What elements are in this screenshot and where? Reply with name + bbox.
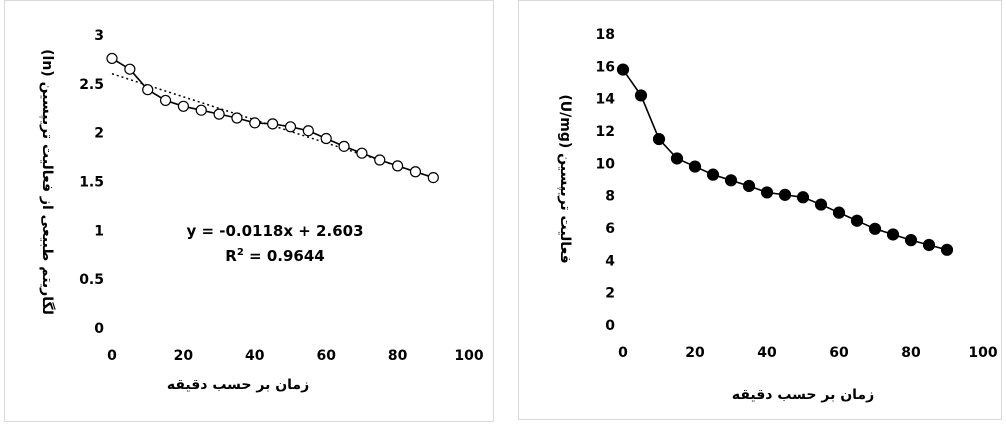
data-point	[832, 206, 846, 219]
data-point	[904, 234, 918, 247]
y-tick-label: 2	[94, 126, 104, 142]
data-point	[374, 154, 386, 166]
x-tick-label: 80	[901, 345, 921, 361]
data-point	[409, 166, 422, 178]
y-tick-label: 2	[605, 286, 615, 302]
data-point	[724, 174, 738, 187]
y-tick-label: 10	[596, 156, 616, 172]
y-tick-label: 6	[605, 221, 615, 237]
data-point	[922, 238, 936, 252]
data-point	[124, 63, 136, 75]
x-tick-label: 40	[245, 348, 265, 364]
trendline-r-squared: R2 = 0.9644	[225, 247, 324, 265]
data-point	[634, 89, 648, 102]
data-point	[850, 214, 864, 227]
r2-superscript: 2	[237, 247, 244, 258]
trendline-equation: y = -0.0118x + 2.603	[186, 222, 363, 240]
y-tick-label: 0.5	[79, 272, 104, 288]
y-tick-label: 0	[605, 318, 615, 334]
y-axis-title: لگاریتم طبیعی از فعالیت تریپسین (ln)	[39, 49, 56, 315]
chart-ln-activity: y = -0.0118x + 2.603 R2 = 0.9644 زمان بر…	[39, 28, 484, 393]
x-tick-label: 80	[388, 348, 408, 364]
data-point	[177, 100, 189, 112]
data-point	[670, 152, 684, 165]
data-point	[796, 191, 810, 204]
y-tick-label: 18	[596, 27, 615, 43]
y-tick-label: 3	[94, 28, 104, 44]
y-tick-label: 1	[94, 223, 104, 239]
data-point	[616, 63, 630, 76]
y-tick-label: 4	[605, 253, 615, 269]
x-tick-label: 60	[829, 345, 849, 361]
data-point	[392, 160, 404, 172]
data-point	[338, 140, 350, 152]
x-tick-label: 100	[454, 348, 483, 364]
y-tick-label: 8	[605, 189, 615, 205]
data-point	[249, 117, 261, 129]
data-point	[940, 243, 954, 256]
data-point	[706, 168, 720, 181]
x-tick-label: 20	[685, 345, 705, 361]
data-point	[356, 147, 368, 159]
x-axis-title: زمان بر حسب دقیقه	[732, 387, 874, 403]
data-point	[868, 222, 882, 235]
y-tick-label: 12	[596, 124, 615, 140]
y-tick-label: 14	[596, 92, 616, 108]
chart-panel-activity: زمان بر حسب دقیقه فعالیت تریپسین (U/mg) …	[518, 0, 1002, 420]
data-point	[267, 118, 279, 130]
data-point	[142, 84, 154, 96]
x-tick-label: 60	[316, 348, 336, 364]
data-point	[213, 108, 225, 120]
data-point	[886, 228, 900, 241]
chart-trypsin-activity: زمان بر حسب دقیقه فعالیت تریپسین (U/mg) …	[557, 27, 998, 403]
data-point	[760, 186, 774, 199]
x-tick-label: 20	[174, 348, 194, 364]
y-tick-label: 0	[94, 321, 104, 337]
y-tick-label: 1.5	[79, 175, 104, 191]
data-point	[742, 179, 756, 193]
data-point	[302, 125, 314, 137]
y-tick-label: 2.5	[79, 77, 104, 93]
x-tick-label: 0	[618, 345, 628, 361]
r2-value: = 0.9644	[244, 247, 325, 265]
chart-panel-ln-activity: y = -0.0118x + 2.603 R2 = 0.9644 زمان بر…	[4, 0, 494, 422]
data-point	[688, 160, 702, 173]
x-tick-label: 100	[968, 345, 997, 361]
data-point	[427, 171, 439, 184]
data-point	[652, 132, 666, 146]
y-axis-title: فعالیت تریپسین (U/mg)	[557, 94, 573, 263]
y-tick-label: 16	[596, 59, 615, 75]
data-point	[231, 112, 243, 124]
data-point	[320, 132, 332, 145]
x-tick-label: 40	[757, 345, 777, 361]
x-tick-label: 0	[107, 348, 117, 364]
data-point	[106, 52, 118, 65]
r2-prefix: R	[225, 247, 237, 265]
data-point	[195, 104, 207, 116]
data-point	[778, 188, 792, 201]
data-point	[814, 198, 828, 211]
data-point	[159, 94, 172, 107]
data-point	[284, 121, 297, 133]
x-axis-title: زمان بر حسب دقیقه	[167, 377, 309, 393]
